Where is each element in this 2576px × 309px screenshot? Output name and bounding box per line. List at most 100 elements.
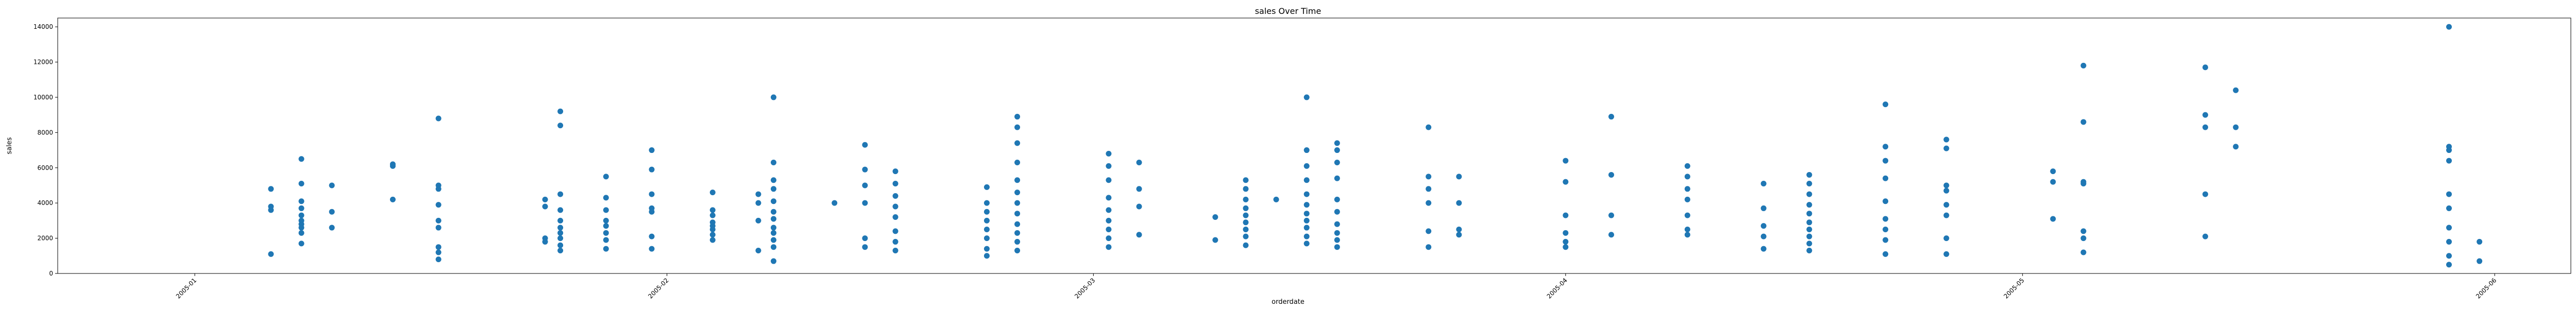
data-point xyxy=(298,181,304,187)
data-point xyxy=(1014,114,1021,120)
data-point xyxy=(557,108,564,114)
data-point xyxy=(1334,147,1340,153)
data-point xyxy=(1014,238,1021,245)
data-point xyxy=(709,232,716,238)
data-point xyxy=(2050,179,2056,185)
data-point xyxy=(649,166,655,173)
data-point xyxy=(1106,217,1112,224)
data-point xyxy=(892,203,899,210)
data-point xyxy=(709,212,716,218)
data-point xyxy=(1456,226,1462,232)
data-point xyxy=(298,212,304,218)
y-tick-label: 0 xyxy=(49,270,53,277)
y-tick-label: 8000 xyxy=(37,129,53,136)
data-point xyxy=(1684,232,1690,238)
data-point xyxy=(1806,191,1812,197)
data-point xyxy=(1243,177,1249,183)
data-point xyxy=(1334,209,1340,215)
x-tick-label: 2005-05 xyxy=(2002,277,2025,300)
data-point xyxy=(1303,233,1310,239)
data-point xyxy=(2446,205,2452,211)
data-point xyxy=(603,207,609,213)
data-point xyxy=(709,219,716,226)
data-point xyxy=(557,207,564,213)
data-point xyxy=(1136,232,1142,238)
data-point xyxy=(1684,186,1690,192)
data-point xyxy=(1106,226,1112,232)
data-point xyxy=(649,246,655,252)
data-point xyxy=(2080,228,2087,234)
data-point xyxy=(1883,175,1889,181)
data-point xyxy=(1014,159,1021,165)
data-point xyxy=(1684,174,1690,180)
data-point xyxy=(1136,186,1142,192)
data-point xyxy=(2233,87,2239,93)
data-point xyxy=(1883,216,1889,222)
x-tick-label: 2005-06 xyxy=(2475,277,2498,300)
data-point xyxy=(329,225,335,231)
data-point xyxy=(1760,246,1767,252)
x-axis: 2005-01 2005-02 2005-03 2005-04 2005-05 2005-… xyxy=(175,273,2498,300)
data-point xyxy=(268,203,274,210)
data-point xyxy=(1106,177,1112,183)
data-point xyxy=(435,182,442,188)
data-point xyxy=(2446,253,2452,259)
data-point xyxy=(1334,237,1340,243)
data-point xyxy=(1426,228,1432,234)
data-point xyxy=(2477,238,2483,245)
data-point xyxy=(862,235,868,242)
data-point xyxy=(1243,219,1249,226)
data-point xyxy=(1608,212,1614,218)
data-point xyxy=(1883,226,1889,232)
data-point xyxy=(984,184,990,190)
data-point xyxy=(435,249,442,255)
data-point xyxy=(1563,244,1569,250)
data-point xyxy=(770,230,776,236)
data-point xyxy=(1303,94,1310,100)
data-point xyxy=(557,191,564,197)
data-point xyxy=(1303,217,1310,224)
data-point xyxy=(649,233,655,239)
data-point xyxy=(1303,177,1310,183)
data-point xyxy=(1943,187,1950,194)
data-point xyxy=(1106,150,1112,157)
data-point xyxy=(649,205,655,211)
data-point xyxy=(1014,221,1021,227)
data-point xyxy=(298,156,304,162)
data-point xyxy=(542,196,548,202)
data-point xyxy=(1212,237,1218,243)
data-point xyxy=(1760,205,1767,211)
data-point xyxy=(862,200,868,206)
data-point xyxy=(1106,244,1112,250)
data-point xyxy=(1136,203,1142,210)
data-point xyxy=(1303,163,1310,169)
data-point xyxy=(557,225,564,231)
data-point xyxy=(984,209,990,215)
data-point xyxy=(603,237,609,243)
data-point xyxy=(709,237,716,243)
data-point xyxy=(329,209,335,215)
data-point xyxy=(1684,212,1690,218)
data-point xyxy=(770,258,776,264)
data-point xyxy=(1334,175,1340,181)
data-point xyxy=(755,217,761,224)
data-point xyxy=(2202,64,2208,71)
data-point xyxy=(1456,174,1462,180)
data-point xyxy=(603,246,609,252)
data-point xyxy=(1426,186,1432,192)
data-point xyxy=(1883,158,1889,164)
data-point xyxy=(1563,230,1569,236)
data-point xyxy=(298,230,304,236)
data-point xyxy=(649,147,655,153)
data-point xyxy=(603,174,609,180)
data-point xyxy=(1334,159,1340,165)
data-point xyxy=(2446,24,2452,30)
y-tick-label: 14000 xyxy=(33,23,53,30)
data-point xyxy=(1760,223,1767,229)
data-point xyxy=(862,142,868,148)
plot-frame xyxy=(57,18,2571,274)
data-point xyxy=(1106,207,1112,213)
data-point xyxy=(862,166,868,173)
chart-title: sales Over Time xyxy=(1255,6,1321,16)
data-point xyxy=(329,182,335,188)
